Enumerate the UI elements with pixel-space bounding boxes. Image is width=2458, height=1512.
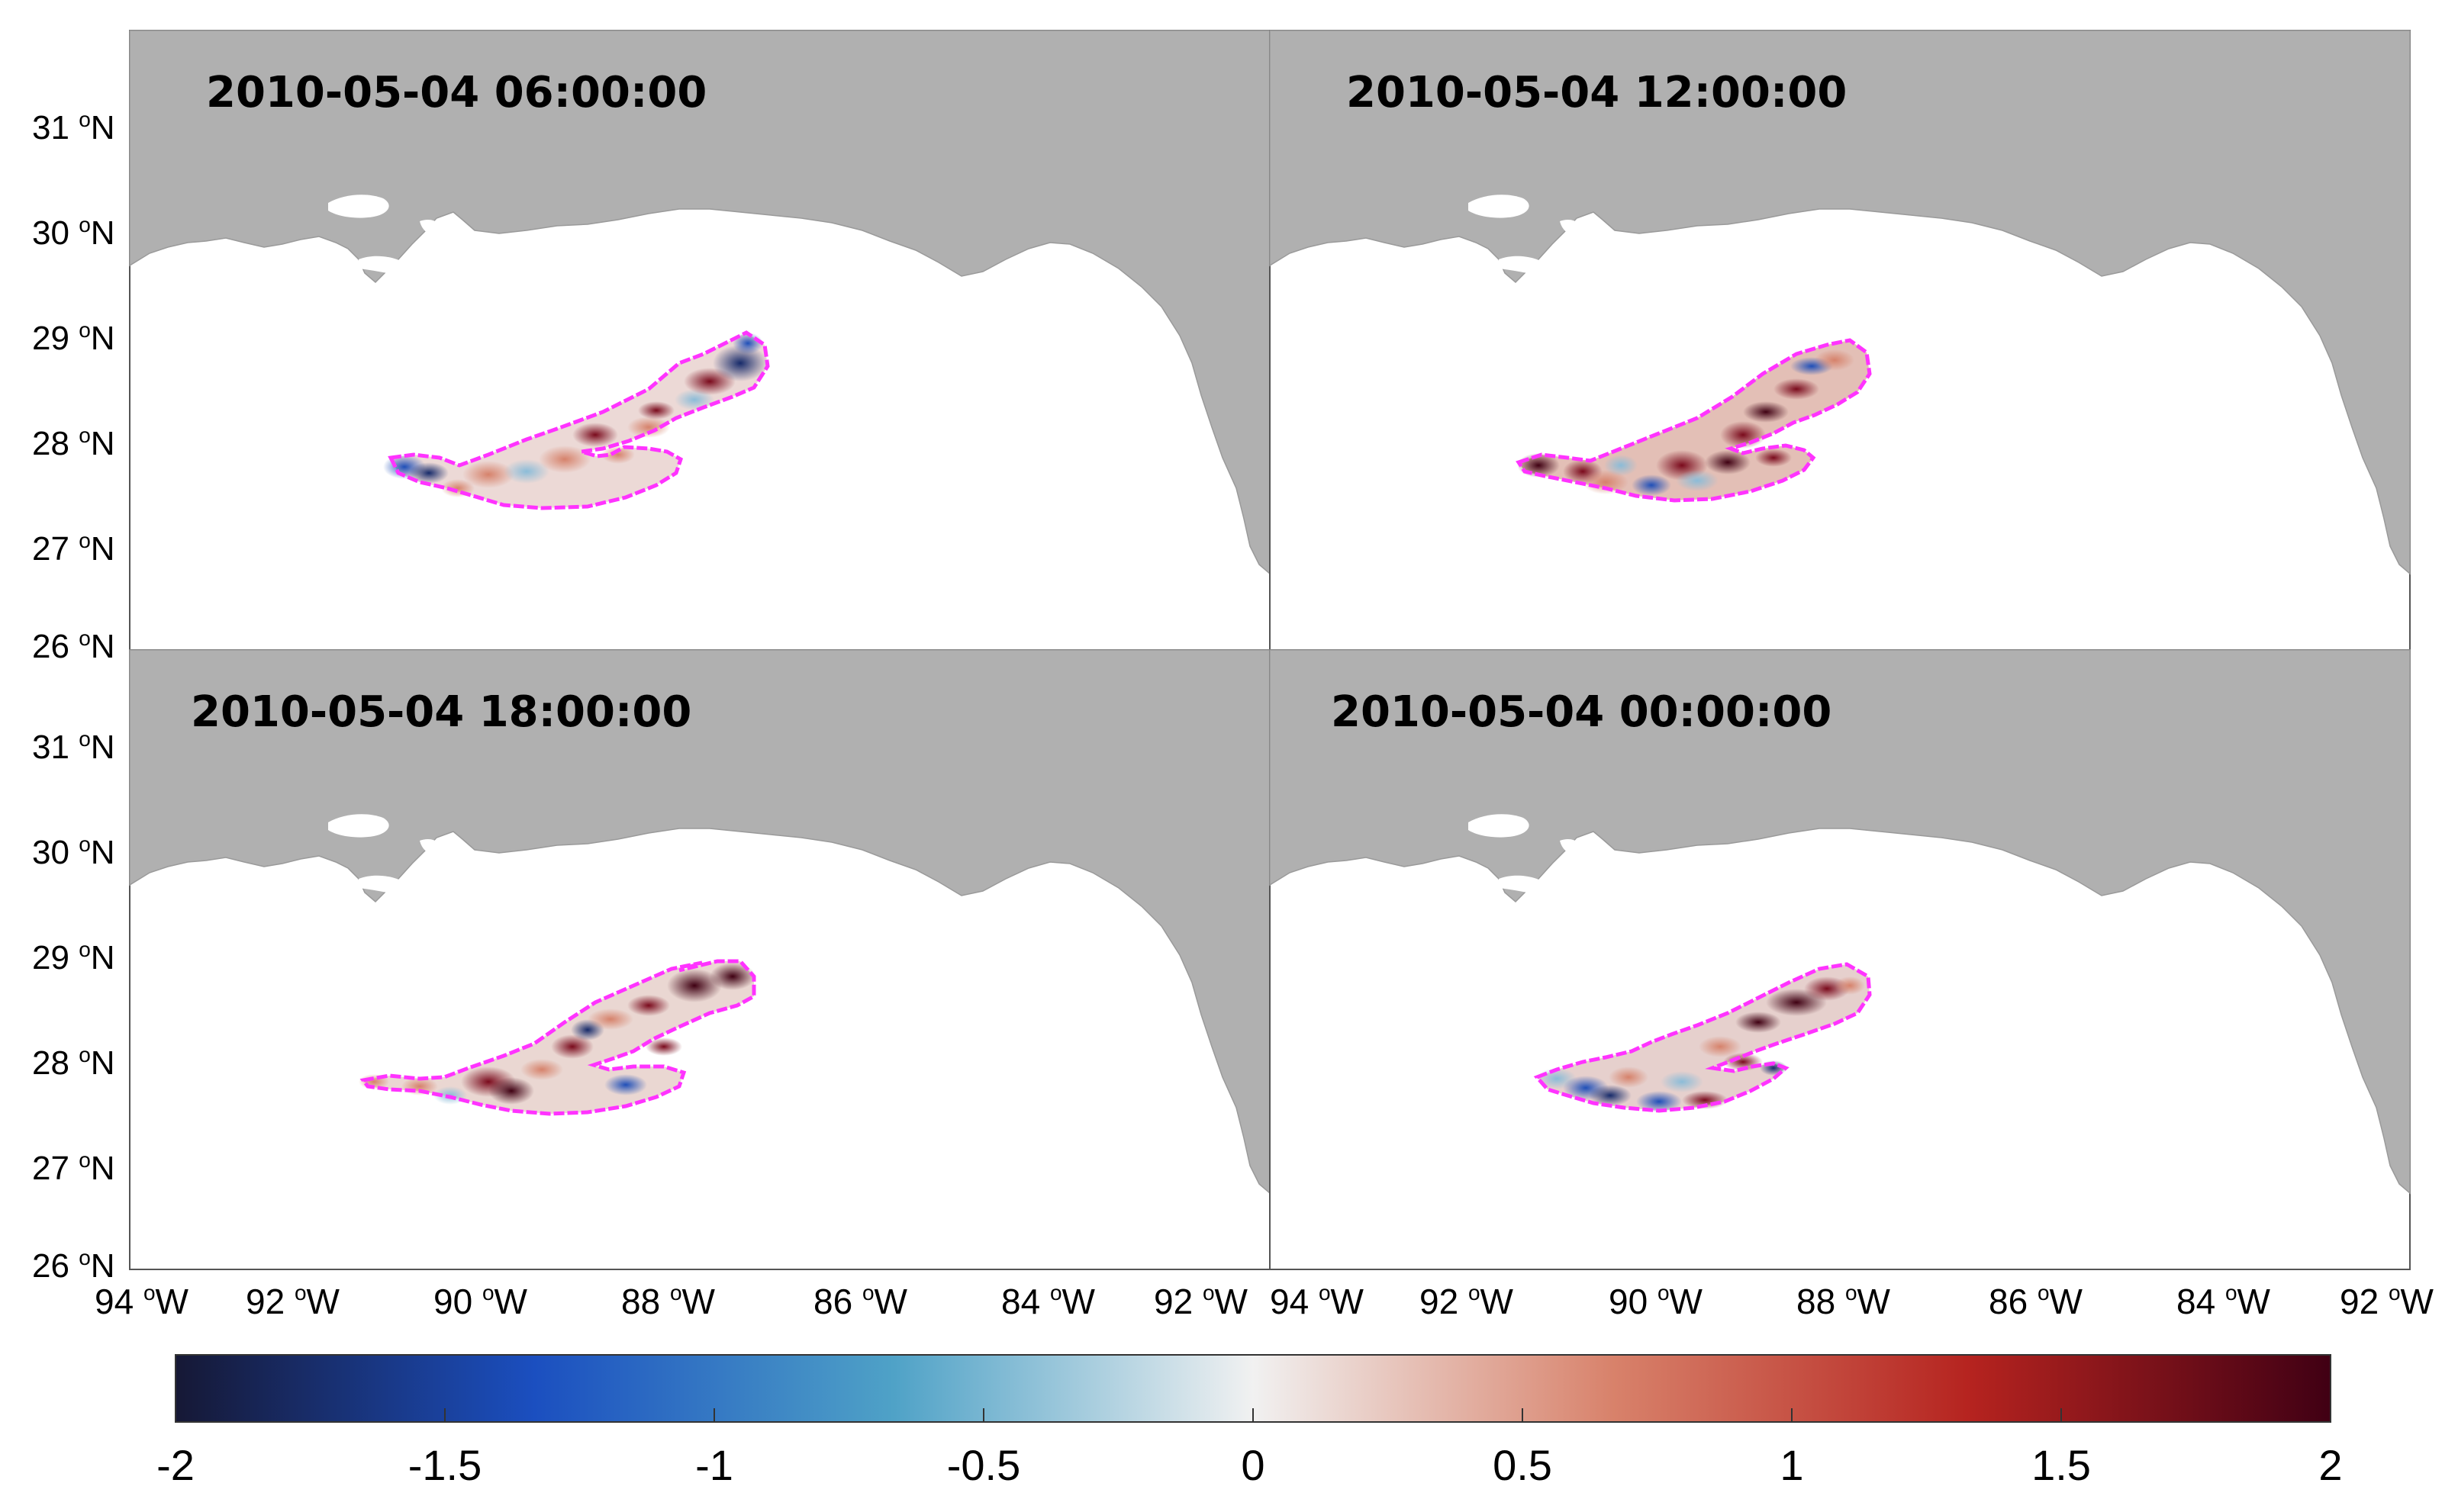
svg-text:29 oN: 29 oN (32, 318, 115, 357)
svg-text:31 oN: 31 oN (32, 108, 115, 146)
coastal-lagoon (1560, 219, 1582, 235)
colorbar-tick-label: 1.5 (2031, 1441, 2091, 1489)
colorbar-tick-label: -0.5 (947, 1441, 1021, 1489)
coastal-lagoon (420, 838, 442, 854)
lon-tick-label: 90 oW (433, 1281, 528, 1321)
colorbar-tick-label: -2 (156, 1441, 195, 1489)
colorbar-tick-label: 0.5 (1493, 1441, 1552, 1489)
land-mass (129, 649, 1271, 1195)
land-mass (129, 30, 1271, 575)
colorbar-tick-label: 0 (1241, 1441, 1264, 1489)
map-panel-bottom-left: 2010-05-04 18:00:00 (129, 649, 1271, 1270)
map-panel-top-left: 2010-05-04 06:00:00 (129, 30, 1271, 651)
svg-text:27 oN: 27 oN (32, 529, 115, 568)
map-panel-top-right: 2010-05-04 12:00:00 (1269, 30, 2411, 651)
lat-tick-label: 31 oN (32, 108, 115, 146)
bay-inlet (359, 256, 406, 276)
lat-tick-label: 26 oN (32, 1246, 115, 1285)
svg-text:28 oN: 28 oN (32, 423, 115, 462)
lon-tick-label: 92 oW (1419, 1281, 1514, 1321)
oil-plume (359, 959, 756, 1116)
lon-tick-label: 92 oW (2340, 1281, 2434, 1321)
panel-timestamp: 2010-05-04 00:00:00 (1331, 687, 1831, 737)
lat-tick-label: 29 oN (32, 318, 115, 357)
colorbar-tick-label: -1.5 (408, 1441, 482, 1489)
lon-axis-right: 94 oW 92 oW 90 oW 88 oW 86 oW 84 oW 92 o… (1270, 1281, 2434, 1321)
plume-blobs (1517, 349, 1854, 496)
panel-timestamp: 2010-05-04 06:00:00 (206, 68, 707, 117)
lat-tick-label: 31 oN (32, 727, 115, 766)
lon-tick-label: 84 oW (2176, 1281, 2271, 1321)
lat-tick-label: 28 oN (32, 1043, 115, 1082)
plume-outline (388, 330, 770, 510)
colorbar-ticks: -2 -1.5 -1 -0.5 0 0.5 1 1.5 2 (156, 1408, 2343, 1489)
lake-pontchartrain (1468, 195, 1529, 218)
lat-tick-label: 30 oN (32, 832, 115, 871)
bay-inlet (1499, 875, 1546, 896)
svg-text:29 oN: 29 oN (32, 938, 115, 976)
svg-text:30 oN: 30 oN (32, 213, 115, 252)
lon-tick-label: 94 oW (1270, 1281, 1364, 1321)
lon-axis-left: 94 oW 92 oW 90 oW 88 oW 86 oW 84 oW 92 o… (95, 1281, 1248, 1321)
lon-tick-label: 94 oW (95, 1281, 189, 1321)
lat-axis-top: 31 oN 30 oN 29 oN 28 oN 27 oN 26 oN (32, 108, 115, 665)
panel-timestamp: 2010-05-04 12:00:00 (1346, 68, 1847, 117)
svg-text:26 oN: 26 oN (32, 1246, 115, 1285)
lat-tick-label: 26 oN (32, 626, 115, 665)
lat-tick-label: 30 oN (32, 213, 115, 252)
lat-axis-bottom: 31 oN 30 oN 29 oN 28 oN 27 oN 26 oN (32, 727, 115, 1285)
map-panel-bottom-right: 2010-05-04 00:00:00 (1269, 649, 2411, 1270)
lake-pontchartrain (328, 195, 389, 218)
coastal-lagoon (1560, 838, 1582, 854)
coastal-lagoon (420, 219, 442, 235)
svg-text:26 oN: 26 oN (32, 626, 115, 665)
land-mass (1269, 649, 2411, 1195)
lon-tick-label: 86 oW (813, 1281, 908, 1321)
lon-tick-label: 88 oW (1796, 1281, 1891, 1321)
svg-text:31 oN: 31 oN (32, 727, 115, 766)
colorbar-tick-label: -1 (695, 1441, 733, 1489)
oil-plume (1516, 338, 1872, 503)
colorbar-tick-label: 1 (1780, 1441, 1803, 1489)
lon-tick-label: 86 oW (1989, 1281, 2083, 1321)
panel-timestamp: 2010-05-04 18:00:00 (191, 687, 691, 737)
plume-outline (1533, 962, 1872, 1113)
plume-blobs (1537, 976, 1865, 1112)
svg-text:27 oN: 27 oN (32, 1148, 115, 1187)
lon-tick-label: 84 oW (1001, 1281, 1096, 1321)
lat-tick-label: 27 oN (32, 529, 115, 568)
lon-tick-label: 92 oW (1154, 1281, 1248, 1321)
svg-text:30 oN: 30 oN (32, 832, 115, 871)
bay-inlet (1499, 256, 1546, 276)
lat-tick-label: 28 oN (32, 423, 115, 462)
lon-tick-label: 90 oW (1609, 1281, 1703, 1321)
land-mass (1269, 30, 2411, 575)
lon-tick-label: 92 oW (246, 1281, 340, 1321)
colorbar: -2 -1.5 -1 -0.5 0 0.5 1 1.5 2 (156, 1354, 2343, 1489)
plume-outline (1516, 338, 1872, 503)
lat-tick-label: 27 oN (32, 1148, 115, 1187)
svg-text:28 oN: 28 oN (32, 1043, 115, 1082)
lake-pontchartrain (1468, 814, 1529, 838)
lat-tick-label: 29 oN (32, 938, 115, 976)
oil-plume (1533, 962, 1872, 1113)
bay-inlet (359, 875, 406, 896)
colorbar-tick-label: 2 (2318, 1441, 2342, 1489)
lake-pontchartrain (328, 814, 389, 838)
oil-plume (383, 330, 770, 510)
plume-blobs (383, 333, 768, 497)
plume-outline (359, 959, 756, 1116)
lon-tick-label: 88 oW (621, 1281, 716, 1321)
